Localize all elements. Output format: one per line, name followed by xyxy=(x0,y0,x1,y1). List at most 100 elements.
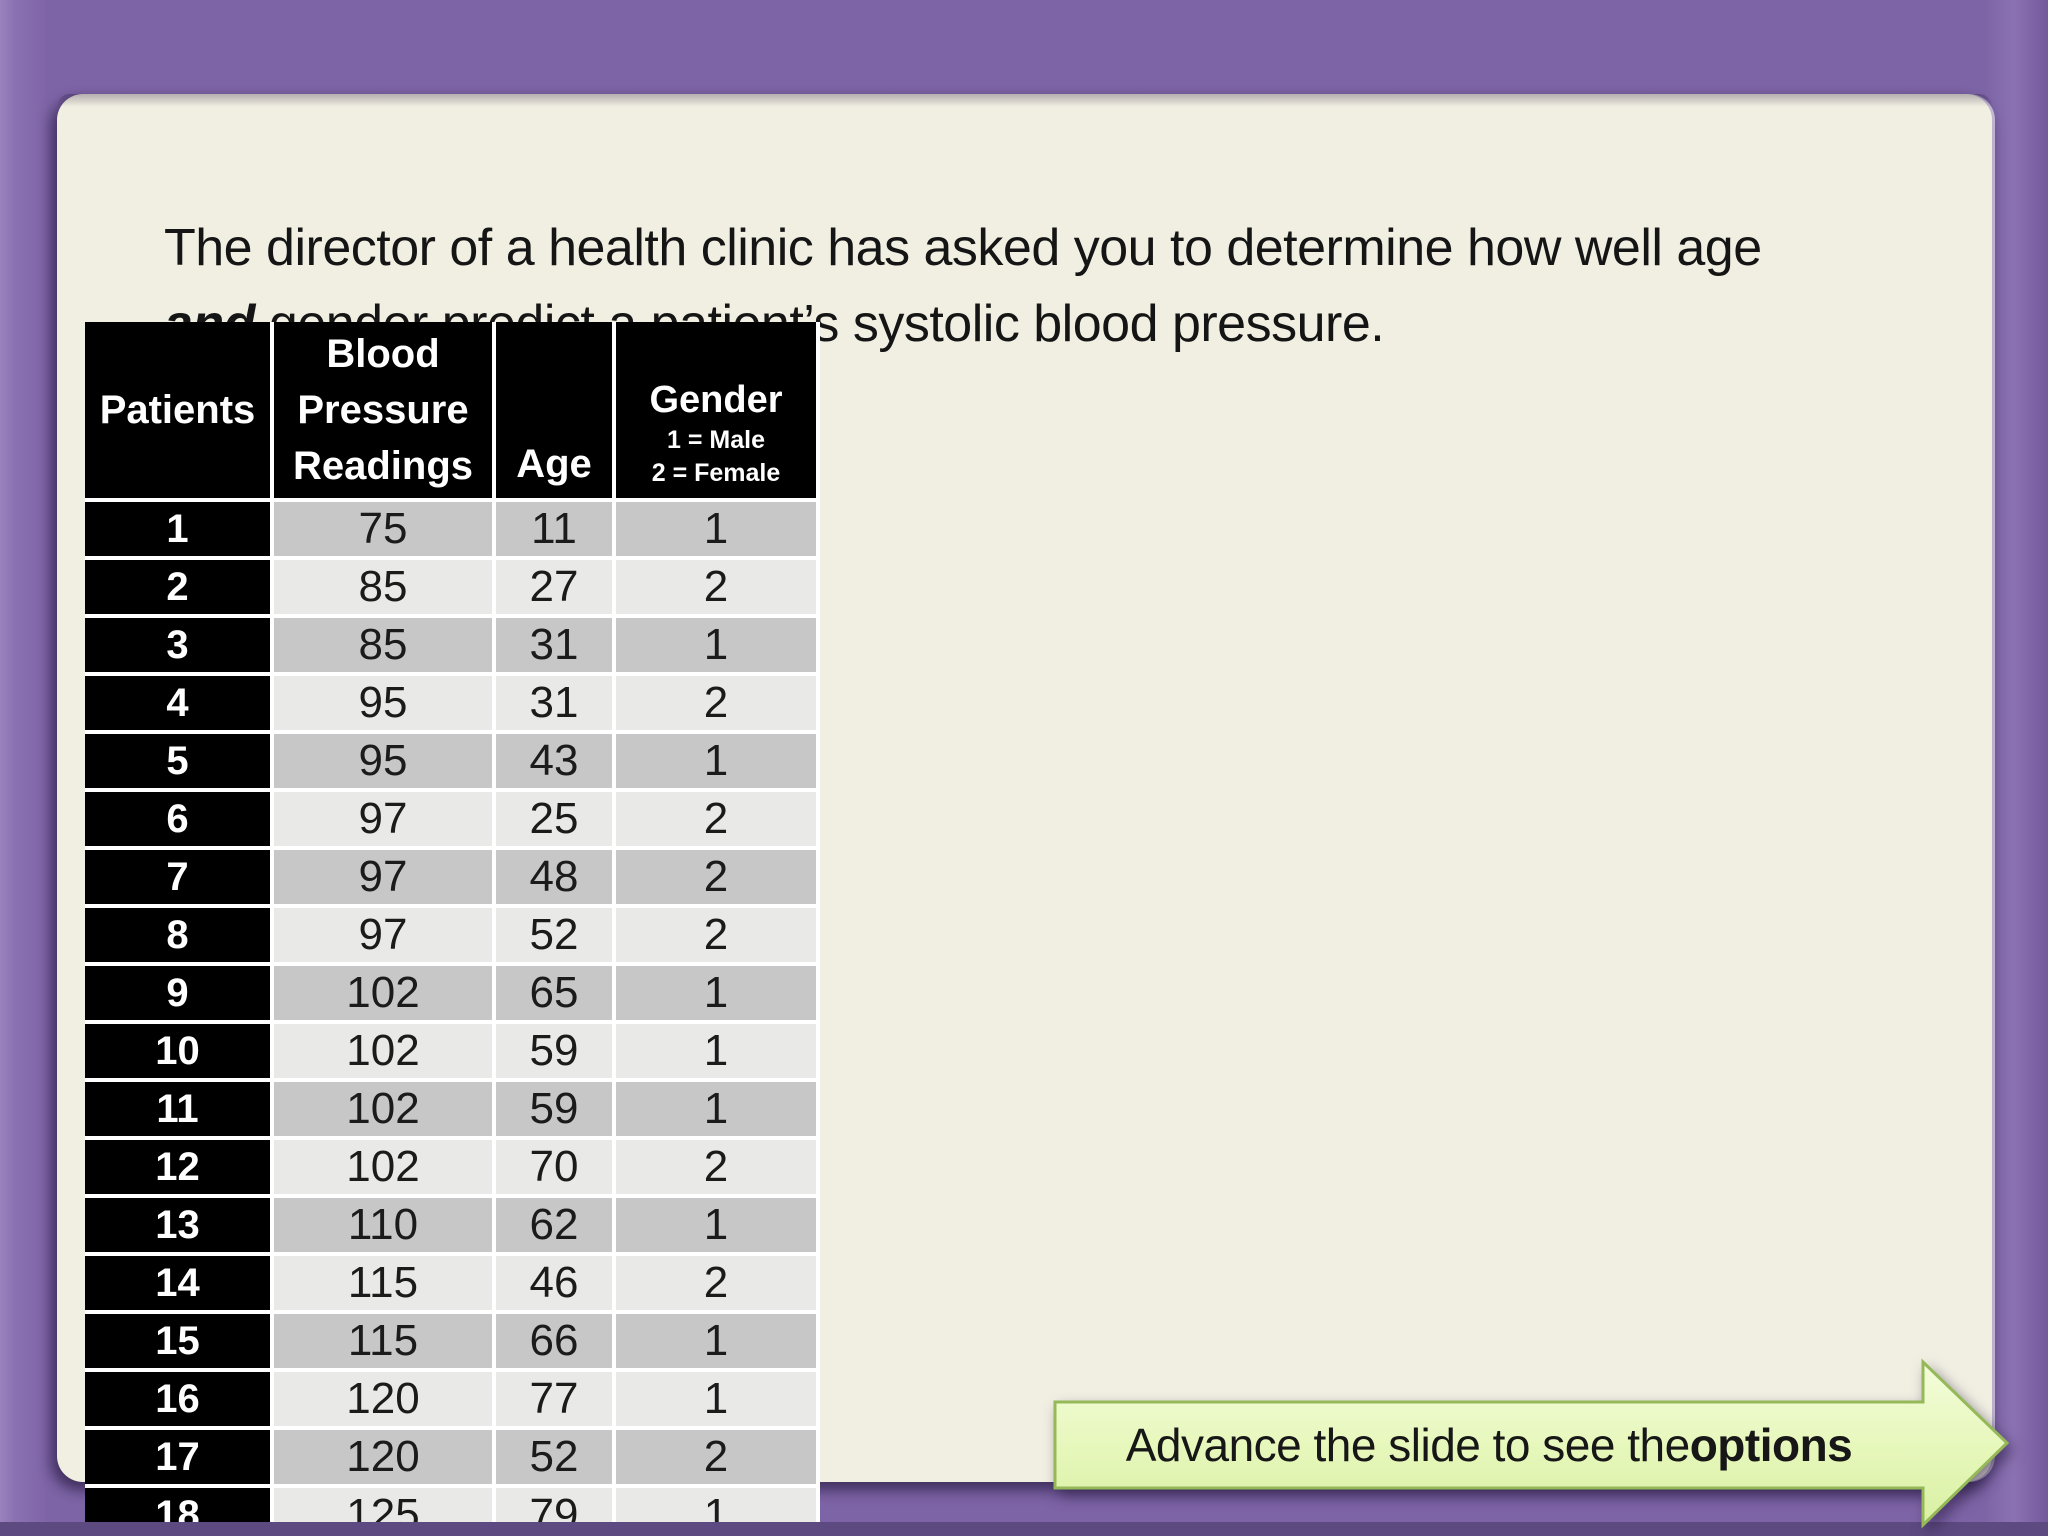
blood-pressure-cell: 115 xyxy=(274,1314,496,1372)
gender-cell: 1 xyxy=(616,502,820,560)
gender-cell: 2 xyxy=(616,792,820,850)
patient-number-cell: 17 xyxy=(85,1430,274,1488)
advance-arrow-shape[interactable] xyxy=(1053,1358,2010,1529)
patient-number-cell: 15 xyxy=(85,1314,274,1372)
gender-cell: 1 xyxy=(616,1198,820,1256)
header-gender-note-male: 1 = Male xyxy=(667,426,765,454)
age-cell: 52 xyxy=(496,1430,616,1488)
blood-pressure-cell: 115 xyxy=(274,1256,496,1314)
advance-text-bold: options xyxy=(1689,1419,1853,1471)
gender-cell: 2 xyxy=(616,1430,820,1488)
table-row: 14 115 46 2 xyxy=(85,1256,820,1314)
gender-cell: 2 xyxy=(616,1256,820,1314)
table-row: 13 110 62 1 xyxy=(85,1198,820,1256)
advance-arrow-label[interactable]: Advance the slide to see the options xyxy=(1055,1402,1923,1488)
blood-pressure-cell: 95 xyxy=(274,734,496,792)
blood-pressure-cell: 102 xyxy=(274,1024,496,1082)
age-cell: 66 xyxy=(496,1314,616,1372)
patient-number-cell: 4 xyxy=(85,676,274,734)
table-row: 9 102 65 1 xyxy=(85,966,820,1024)
blood-pressure-cell: 97 xyxy=(274,850,496,908)
gender-cell: 1 xyxy=(616,1314,820,1372)
gender-cell: 2 xyxy=(616,560,820,618)
blood-pressure-cell: 85 xyxy=(274,560,496,618)
table-row: 17 120 52 2 xyxy=(85,1430,820,1488)
patient-number-cell: 11 xyxy=(85,1082,274,1140)
gender-cell: 2 xyxy=(616,676,820,734)
patient-number-cell: 10 xyxy=(85,1024,274,1082)
blood-pressure-cell: 120 xyxy=(274,1372,496,1430)
table-row: 2 85 27 2 xyxy=(85,560,820,618)
table-row: 6 97 25 2 xyxy=(85,792,820,850)
gender-cell: 2 xyxy=(616,908,820,966)
blood-pressure-cell: 120 xyxy=(274,1430,496,1488)
table-row: 10 102 59 1 xyxy=(85,1024,820,1082)
age-cell: 25 xyxy=(496,792,616,850)
blood-pressure-cell: 95 xyxy=(274,676,496,734)
age-cell: 48 xyxy=(496,850,616,908)
blood-pressure-cell: 110 xyxy=(274,1198,496,1256)
blood-pressure-cell: 85 xyxy=(274,618,496,676)
patient-number-cell: 8 xyxy=(85,908,274,966)
patient-number-cell: 2 xyxy=(85,560,274,618)
patient-number-cell: 13 xyxy=(85,1198,274,1256)
age-cell: 70 xyxy=(496,1140,616,1198)
gender-cell: 2 xyxy=(616,1140,820,1198)
patient-data-table: Patients Blood Pressure Readings Age Gen… xyxy=(85,322,820,1536)
age-cell: 59 xyxy=(496,1082,616,1140)
header-age: Age xyxy=(496,322,616,502)
table-row: 7 97 48 2 xyxy=(85,850,820,908)
header-patients: Patients xyxy=(85,322,274,502)
age-cell: 62 xyxy=(496,1198,616,1256)
blood-pressure-cell: 97 xyxy=(274,908,496,966)
blood-pressure-cell: 75 xyxy=(274,502,496,560)
table-header-row: Patients Blood Pressure Readings Age Gen… xyxy=(85,322,820,502)
header-gender-label: Gender xyxy=(649,379,783,421)
age-cell: 31 xyxy=(496,618,616,676)
table-row: 8 97 52 2 xyxy=(85,908,820,966)
patient-number-cell: 3 xyxy=(85,618,274,676)
patient-number-cell: 1 xyxy=(85,502,274,560)
blood-pressure-cell: 102 xyxy=(274,966,496,1024)
table-row: 1 75 11 1 xyxy=(85,502,820,560)
frame-bottom-edge xyxy=(0,1522,2048,1536)
age-cell: 59 xyxy=(496,1024,616,1082)
header-blood-pressure: Blood Pressure Readings xyxy=(274,322,496,502)
table-row: 3 85 31 1 xyxy=(85,618,820,676)
advance-arrow[interactable] xyxy=(1050,1355,2015,1535)
age-cell: 27 xyxy=(496,560,616,618)
gender-cell: 1 xyxy=(616,1372,820,1430)
header-gender-note-female: 2 = Female xyxy=(651,459,781,487)
patient-number-cell: 9 xyxy=(85,966,274,1024)
table-row: 11 102 59 1 xyxy=(85,1082,820,1140)
blood-pressure-cell: 102 xyxy=(274,1140,496,1198)
gender-cell: 1 xyxy=(616,618,820,676)
gender-cell: 2 xyxy=(616,850,820,908)
table-row: 5 95 43 1 xyxy=(85,734,820,792)
patient-number-cell: 16 xyxy=(85,1372,274,1430)
patient-number-cell: 7 xyxy=(85,850,274,908)
gender-cell: 1 xyxy=(616,734,820,792)
table-row: 16 120 77 1 xyxy=(85,1372,820,1430)
blood-pressure-cell: 102 xyxy=(274,1082,496,1140)
header-gender: Gender 1 = Male 2 = Female xyxy=(616,322,820,502)
patient-number-cell: 5 xyxy=(85,734,274,792)
gender-cell: 1 xyxy=(616,1082,820,1140)
age-cell: 46 xyxy=(496,1256,616,1314)
age-cell: 52 xyxy=(496,908,616,966)
table-row: 4 95 31 2 xyxy=(85,676,820,734)
table-row: 15 115 66 1 xyxy=(85,1314,820,1372)
advance-text: Advance the slide to see the xyxy=(1125,1419,1690,1471)
gender-cell: 1 xyxy=(616,966,820,1024)
patient-number-cell: 12 xyxy=(85,1140,274,1198)
age-cell: 43 xyxy=(496,734,616,792)
gender-cell: 1 xyxy=(616,1024,820,1082)
table-body: 1 75 11 1 2 85 27 2 3 85 31 1 4 95 31 2 … xyxy=(85,502,820,1536)
blood-pressure-cell: 97 xyxy=(274,792,496,850)
title-line1: The director of a health clinic has aske… xyxy=(164,219,1762,277)
table-row: 12 102 70 2 xyxy=(85,1140,820,1198)
age-cell: 77 xyxy=(496,1372,616,1430)
patient-number-cell: 14 xyxy=(85,1256,274,1314)
age-cell: 11 xyxy=(496,502,616,560)
